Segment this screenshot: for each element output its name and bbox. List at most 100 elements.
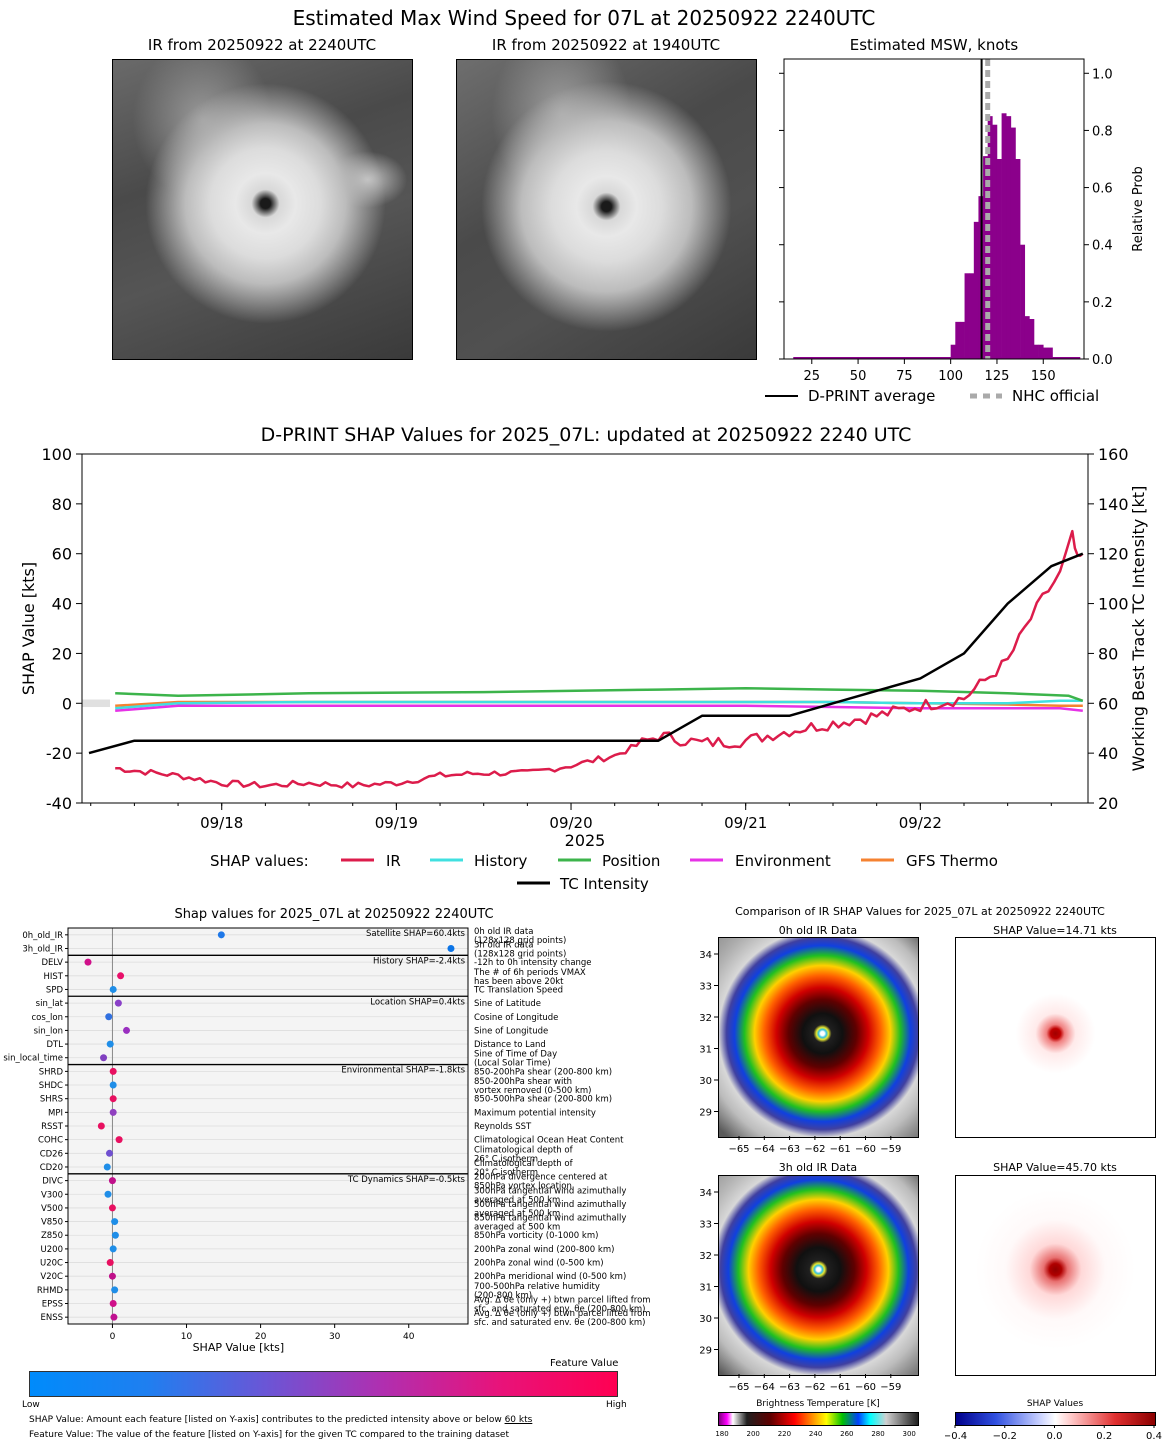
ir-3h-axes: −65 −64 −63 −62 −61 −60 −59 34 33 32 31 30 29 <box>699 1188 901 1393</box>
features-xtick-label: 30 <box>329 1332 341 1342</box>
ir-ytick-label: 33 <box>699 982 712 993</box>
feature-description: Sine of Longitude <box>474 1026 548 1036</box>
feature-description: Reynolds SST <box>474 1122 532 1132</box>
feature-description: 26° C isotherm <box>474 1154 538 1164</box>
ir-xtick-label: −60 <box>855 1382 876 1393</box>
feature-description: Avg. Δ θe (only +) btwn parcel lifted fr… <box>474 1296 651 1306</box>
shap-value-note: SHAP Value: Amount each feature [listed … <box>29 1415 533 1425</box>
feature-value-colorbar <box>29 1371 618 1397</box>
feature-name: V300 <box>41 1190 63 1200</box>
feature-description: averaged at 500 km <box>474 1209 560 1219</box>
group-label: History SHAP=-2.4kts <box>373 956 466 966</box>
feature-point <box>123 1026 131 1034</box>
ir-3h-color-image <box>718 1175 919 1376</box>
feature-point <box>111 1231 119 1239</box>
ytick-label: -20 <box>46 744 72 763</box>
histogram-ytick-label: 0.6 <box>1092 182 1113 197</box>
series-ir <box>115 529 1084 789</box>
feature-description: 200hPa meridional wind (0-500 km) <box>474 1272 626 1282</box>
shap-0h-map <box>955 937 1156 1138</box>
feature-description: Climatological Ocean Heat Content <box>474 1136 624 1146</box>
ir-xtick-label: −65 <box>728 1382 749 1393</box>
histogram-ytick-label: 0.0 <box>1092 353 1113 368</box>
feature-name: DELV <box>41 958 63 968</box>
feature-point <box>108 1204 116 1212</box>
ir-xtick-label: −59 <box>880 1382 901 1393</box>
main-title: Estimated Max Wind Speed for 07L at 2025… <box>292 6 876 30</box>
legend-nhc-label: NHC official <box>1012 387 1099 405</box>
shap-tick-label: −0.2 <box>993 1431 1017 1442</box>
y2tick-label: 120 <box>1098 545 1129 564</box>
legend-label-history: History <box>474 852 527 870</box>
feature-description: 200hPa zonal wind (0-500 km) <box>474 1259 604 1269</box>
feature-description: sfc. and saturated env. θe (200-800 km) <box>474 1305 646 1315</box>
histogram-ytick-label: 0.4 <box>1092 239 1113 254</box>
colorbar-high-label: High <box>606 1400 627 1410</box>
feature-description: 850-200hPa shear (200-800 km) <box>474 1067 612 1077</box>
msw-histogram-title: Estimated MSW, knots <box>849 36 1019 54</box>
ir-xtick-label: −61 <box>830 1382 851 1393</box>
feature-point <box>108 1177 116 1185</box>
feature-description: Sine of Time of Day <box>474 1050 557 1060</box>
feature-description: 20° C isotherm <box>474 1168 538 1178</box>
y2tick-label: 60 <box>1098 694 1118 713</box>
ir-ytick-label: 31 <box>699 1045 712 1056</box>
bt-tick-label: 280 <box>871 1430 884 1438</box>
feature-name: sin_lat <box>36 999 64 1009</box>
feature-name: SHDC <box>39 1081 63 1091</box>
feature-description: (128x128 grid points) <box>474 949 566 959</box>
ir-ytick-label: 30 <box>699 1314 712 1325</box>
ir-ytick-label: 33 <box>699 1220 712 1231</box>
features-xtick-label: 0 <box>110 1332 116 1342</box>
features-xtick-label: 10 <box>181 1332 193 1342</box>
feature-point <box>108 1272 116 1280</box>
ir-xtick-label: −64 <box>754 1382 775 1393</box>
histogram-bar <box>964 273 970 359</box>
group-label: Environmental SHAP=-1.8kts <box>341 1066 465 1076</box>
y2tick-label: 140 <box>1098 495 1129 514</box>
feature-description: (200-800 km) <box>474 1291 532 1301</box>
histogram-bar <box>1047 347 1053 359</box>
xtick-label: 09/19 <box>375 814 418 832</box>
ir-xtick-label: −63 <box>779 1144 800 1155</box>
histogram-ytick-label: 0.2 <box>1092 296 1113 311</box>
histogram-xtick-label: 50 <box>850 369 867 384</box>
feature-name: cos_lon <box>31 1013 63 1023</box>
feature-point <box>97 1122 105 1130</box>
xtick-label: 09/20 <box>549 814 592 832</box>
feature-point <box>447 944 455 952</box>
feature-point <box>114 999 122 1007</box>
xtick-label: 09/21 <box>724 814 767 832</box>
histogram-bar <box>1034 344 1039 359</box>
legend-label-tc-intensity: TC Intensity <box>559 875 649 893</box>
feature-description: 3h old IR data <box>474 940 533 950</box>
ir-xtick-label: −65 <box>728 1144 749 1155</box>
ir-xtick-label: −60 <box>855 1144 876 1155</box>
legend-dprint-label: D-PRINT average <box>808 387 935 405</box>
histogram-bar <box>955 321 961 359</box>
ytick-label: -40 <box>46 794 72 813</box>
feature-point <box>110 1313 118 1321</box>
ytick-label: 40 <box>52 595 72 614</box>
shap-colorbar <box>955 1412 1156 1426</box>
xlabel: 2025 <box>565 831 606 850</box>
histogram-bar <box>996 159 1002 359</box>
feature-description: 850hPa vorticity (0-1000 km) <box>474 1231 598 1241</box>
feature-name: U20C <box>40 1259 63 1269</box>
feature-point <box>104 1190 112 1198</box>
shap-features-chart: Satellite SHAP=60.4kts History SHAP=-2.4k… <box>3 927 651 1354</box>
ir-xtick-label: −59 <box>880 1144 901 1155</box>
feature-description: averaged at 500 km <box>474 1195 560 1205</box>
feature-name: HIST <box>44 972 64 982</box>
feature-description: 0h old IR data <box>474 927 533 937</box>
histogram-bar <box>1015 159 1021 359</box>
feature-description: Sine of Latitude <box>474 999 541 1009</box>
ytick-label: 80 <box>52 495 72 514</box>
feature-description: 700-500hPa relative humidity <box>474 1282 600 1292</box>
feature-description: Maximum potential intensity <box>474 1108 596 1118</box>
feature-name: 0h_old_IR <box>22 931 63 941</box>
zero-band <box>82 699 110 708</box>
feature-description: TC Translation Speed <box>473 985 563 995</box>
ir-ytick-label: 32 <box>699 1251 712 1262</box>
bt-tick-label: 180 <box>715 1430 728 1438</box>
